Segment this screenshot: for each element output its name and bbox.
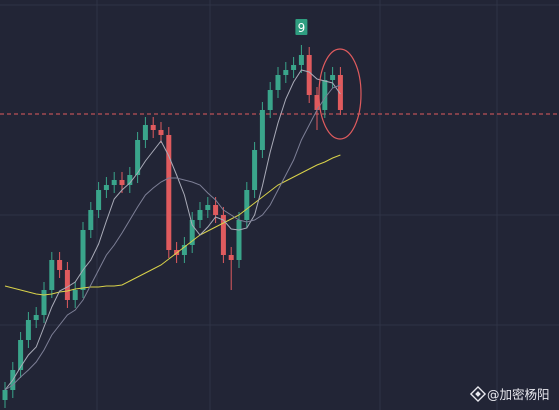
candle-body	[111, 180, 117, 185]
moving-average-line	[4, 69, 341, 391]
candle-body	[103, 185, 109, 190]
candle-body	[252, 150, 258, 190]
candle-body	[236, 220, 242, 260]
plot: 9	[0, 19, 559, 408]
candle-body	[228, 255, 234, 260]
candle-body	[33, 315, 39, 320]
candle-body	[181, 245, 187, 255]
candle-body	[244, 190, 250, 220]
candle-body	[158, 130, 164, 135]
candle-body	[88, 210, 94, 230]
candle-body	[283, 70, 289, 75]
signal-badge	[295, 19, 308, 35]
candle-body	[18, 340, 24, 370]
moving-average-line	[4, 84, 341, 391]
candle-body	[259, 110, 265, 150]
candle-body	[64, 270, 70, 300]
candle-body	[142, 125, 148, 140]
candle-body	[41, 290, 47, 315]
candle-body	[337, 75, 343, 110]
candle-body	[127, 175, 133, 185]
candle-body	[57, 260, 63, 270]
candle-body	[275, 75, 281, 90]
candle-body	[314, 95, 320, 110]
candle-body	[322, 80, 328, 110]
candle-body	[119, 180, 125, 185]
highlight-ellipse	[318, 48, 362, 140]
candle-body	[298, 55, 304, 65]
candle-body	[306, 55, 312, 95]
candle-body	[150, 125, 156, 130]
candle-body	[330, 75, 336, 80]
candle-body	[135, 140, 141, 175]
candle-body	[205, 205, 211, 210]
candle-body	[267, 90, 273, 110]
candle-body	[189, 220, 195, 245]
candle-body	[49, 260, 55, 290]
signal-label: 9	[298, 21, 306, 35]
candle-body	[220, 215, 226, 255]
candle-body	[213, 205, 219, 215]
candle-body	[72, 290, 78, 300]
candle-body	[291, 65, 297, 70]
candle-body	[25, 320, 31, 340]
candle-body	[166, 135, 172, 250]
candle-body	[2, 390, 8, 400]
candle-body	[197, 210, 203, 220]
candle-body	[96, 190, 102, 210]
watermark-text: @加密杨阳	[487, 387, 550, 402]
candle-body	[80, 230, 86, 290]
moving-average-line	[4, 154, 341, 296]
